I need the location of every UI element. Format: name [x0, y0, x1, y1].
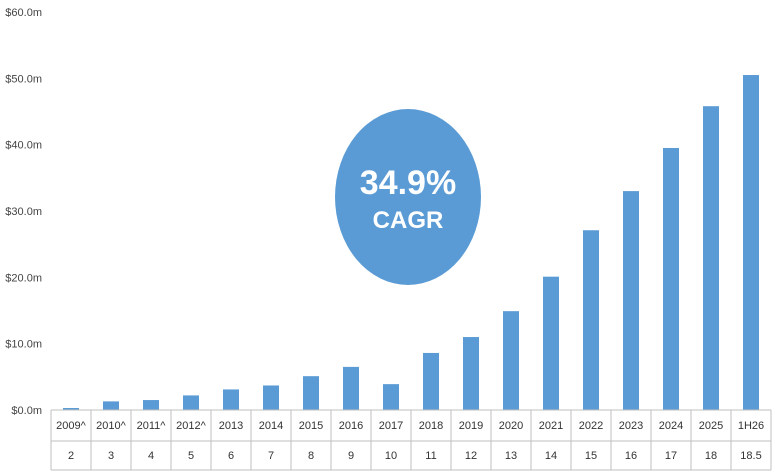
bar [103, 401, 119, 410]
bar [743, 75, 759, 411]
bar [343, 366, 359, 410]
x-tick-label: 2014 [259, 420, 283, 432]
cagr-label: CAGR [373, 207, 444, 234]
x-sub-label: 16 [625, 450, 637, 462]
x-sub-label: 13 [505, 450, 517, 462]
bar [143, 400, 159, 410]
x-sub-label: 5 [188, 450, 194, 462]
x-sub-label: 12 [465, 450, 477, 462]
x-sub-label: 2 [68, 450, 74, 462]
y-tick-label: $20.0m [5, 272, 42, 284]
bar [383, 384, 399, 410]
y-tick-label: $50.0m [5, 73, 42, 85]
x-tick-label: 2021 [539, 420, 563, 432]
x-sub-label: 11 [425, 450, 436, 462]
y-tick-label: $10.0m [5, 339, 42, 351]
x-sub-label: 6 [228, 450, 234, 462]
y-tick-label: $60.0m [5, 7, 42, 19]
x-sub-label: 18.5 [740, 450, 761, 462]
cagr-circle [335, 109, 481, 285]
x-tick-label: 2011^ [137, 420, 167, 432]
y-tick-label: $40.0m [5, 140, 42, 152]
cagr-bubble: 34.9% CAGR [335, 109, 481, 285]
cagr-value: 34.9% [360, 164, 456, 202]
x-tick-label: 2022 [579, 420, 603, 432]
bar [663, 147, 679, 411]
bar [263, 385, 279, 410]
bar [543, 276, 559, 410]
bar [423, 352, 439, 410]
y-tick-label: $30.0m [5, 206, 42, 218]
x-tick-label: 2015 [299, 420, 323, 432]
x-tick-label: 2024 [659, 420, 683, 432]
x-sub-label: 14 [545, 450, 557, 462]
x-sub-label: 4 [148, 450, 154, 462]
x-sub-label: 3 [108, 450, 114, 462]
x-sub-label: 17 [665, 450, 677, 462]
y-tick-label: $0.0m [11, 405, 42, 417]
x-tick-label: 2019 [459, 420, 483, 432]
x-tick-label: 2012^ [176, 420, 206, 432]
bar [63, 408, 79, 410]
bar [583, 230, 599, 410]
x-tick-label: 2016 [339, 420, 363, 432]
x-tick-label: 2013 [219, 420, 243, 432]
x-tick-label: 2023 [619, 420, 643, 432]
x-tick-label: 2018 [419, 420, 443, 432]
x-sub-label: 7 [268, 450, 274, 462]
x-sub-label: 9 [348, 450, 354, 462]
x-sub-label: 18 [705, 450, 717, 462]
x-axis-table: 2009^ 2 2010^ 3 2011^ 4 2012^ 5 2013 6 2014 7 2015 8 2… [50, 409, 772, 471]
y-axis: $0.0m $10.0m $20.0m $30.0m $40.0m $50.0m $60.0… [5, 7, 42, 417]
bar [303, 376, 319, 410]
x-tick-label: 2017 [379, 420, 403, 432]
bar [703, 106, 719, 410]
x-tick-label: 1H26 [738, 420, 764, 432]
bar [183, 395, 199, 410]
bar-series [63, 75, 759, 411]
bar [223, 389, 239, 410]
x-tick-label: 2010^ [96, 420, 126, 432]
x-tick-label: 2009^ [56, 420, 86, 432]
bar [503, 311, 519, 410]
x-tick-label: 2025 [699, 420, 723, 432]
bar [623, 191, 639, 410]
bar [463, 337, 479, 410]
x-sub-label: 8 [308, 450, 314, 462]
x-tick-label: 2020 [499, 420, 523, 432]
x-sub-label: 10 [385, 450, 397, 462]
x-sub-label: 15 [585, 450, 597, 462]
